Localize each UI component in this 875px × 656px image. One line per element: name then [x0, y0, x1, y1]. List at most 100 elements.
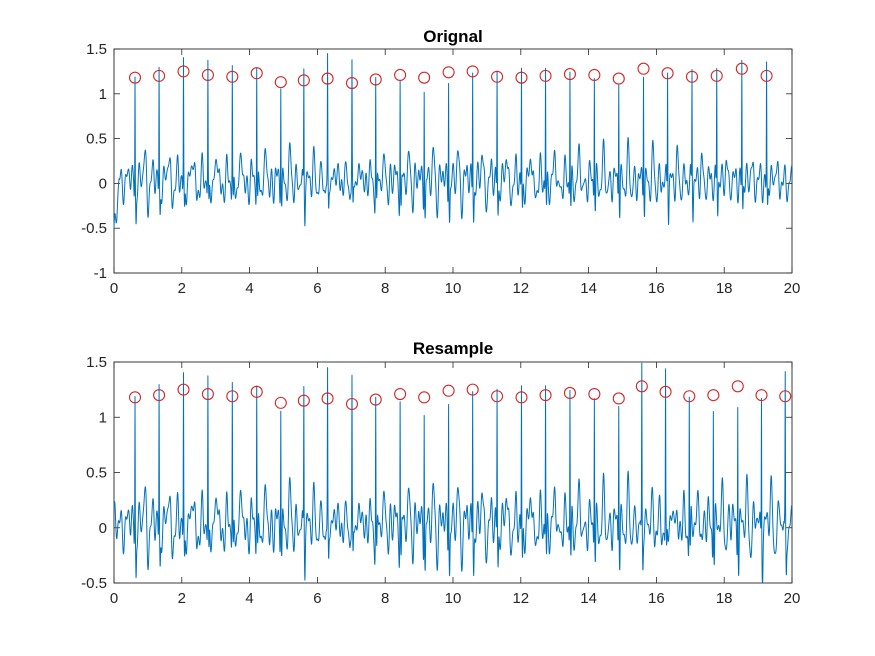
x-tick-label: 8 [381, 280, 389, 297]
peak-marker [755, 389, 768, 402]
y-tick-label: 0.5 [86, 131, 107, 148]
y-ticks-resample: -0.5 0 0.5 1 1.5 [81, 354, 792, 592]
x-tick-label: 4 [245, 590, 253, 607]
peak-marker [250, 67, 263, 80]
peak-marker [637, 62, 650, 75]
peak-marker [177, 65, 190, 78]
subplot-resample: Resample -0.500.511.5 0 2 4 6 8 10 12 14 16 18 20 [81, 339, 800, 607]
peak-marker [661, 67, 674, 80]
x-tick-label: 16 [648, 590, 665, 607]
y-tick-label: 1 [99, 409, 107, 426]
peak-marker [201, 387, 214, 401]
y-tick-label: 1.5 [86, 354, 107, 371]
x-tick-label: 14 [580, 590, 597, 607]
y-tick-label: 0 [99, 520, 107, 537]
peak-marker [635, 380, 648, 393]
peak-marker [418, 71, 431, 84]
peak-marker [588, 387, 601, 401]
peak-marker [153, 69, 166, 82]
peak-marker [588, 68, 601, 82]
peak-marker [226, 70, 239, 83]
peak-marker [274, 396, 287, 409]
peak-marker [321, 72, 334, 85]
peak-marker [321, 392, 334, 405]
peak-marker [491, 390, 504, 403]
peak-marker [442, 384, 455, 397]
y-tick-label: 0 [99, 175, 107, 192]
x-tick-label: 12 [512, 590, 529, 607]
signal-line-resample [113, 362, 793, 583]
peak-markers-original [128, 62, 773, 90]
peak-marker [369, 73, 382, 86]
peak-marker [515, 71, 528, 84]
peak-marker [442, 66, 455, 79]
peak-marker [369, 393, 382, 406]
peak-marker [128, 71, 142, 84]
x-tick-label: 6 [313, 280, 321, 297]
x-tick-label: 10 [445, 280, 462, 297]
x-ticks-original: 0 2 4 6 8 10 12 14 16 18 20 [110, 49, 801, 297]
signal-line-original [113, 53, 793, 229]
chart-title-original: Orignal [423, 27, 483, 46]
peak-marker [707, 389, 720, 402]
peak-marker [539, 69, 552, 82]
peak-marker [539, 389, 552, 402]
x-tick-label: 2 [178, 590, 186, 607]
x-tick-label: 4 [245, 280, 253, 297]
peak-marker [177, 383, 190, 396]
axes-box-resample [113, 361, 793, 584]
peak-marker [418, 391, 431, 404]
x-tick-label: 6 [313, 590, 321, 607]
peak-marker [515, 391, 528, 404]
peak-marker [760, 69, 773, 82]
peak-marker [201, 68, 214, 82]
x-tick-label: 0 [110, 590, 118, 607]
y-tick-label: -1 [94, 265, 107, 282]
peak-marker [659, 385, 672, 398]
x-tick-label: 20 [784, 590, 801, 607]
peak-marker [683, 390, 696, 403]
peak-marker [735, 62, 748, 75]
peak-marker [466, 383, 479, 396]
peak-marker [491, 70, 504, 83]
peak-marker [563, 386, 577, 399]
x-tick-label: 18 [716, 280, 733, 297]
peak-marker [128, 391, 142, 404]
subplot-original: Orignal -1 -0.5 0 0.5 1 1.5 0 2 4 6 8 10 12 14 16 18 20 [81, 27, 800, 297]
x-ticks-resample: 0 2 4 6 8 10 12 14 16 18 20 [110, 362, 801, 607]
chart-title-resample: Resample [413, 339, 493, 358]
x-tick-label: 14 [580, 280, 597, 297]
peak-marker [466, 65, 479, 78]
peak-marker [297, 74, 310, 87]
x-tick-label: 8 [381, 590, 389, 607]
peak-marker [731, 380, 744, 393]
x-tick-label: 12 [512, 280, 529, 297]
peak-marker [685, 70, 699, 83]
x-tick-label: 0 [110, 280, 118, 297]
x-tick-label: 16 [648, 280, 665, 297]
peak-markers-resample [128, 380, 792, 411]
peak-marker [345, 397, 359, 411]
peak-marker [226, 390, 239, 403]
y-tick-label: -0.5 [81, 575, 107, 592]
peak-marker [779, 390, 792, 403]
y-tick-label: 1 [99, 86, 107, 103]
peak-marker [345, 76, 359, 90]
peak-marker [612, 72, 625, 85]
peak-marker [274, 76, 287, 89]
x-tick-label: 2 [178, 280, 186, 297]
peak-marker [710, 69, 723, 82]
peak-marker [297, 394, 310, 407]
x-tick-label: 10 [445, 590, 462, 607]
y-ticks-original: -1 -0.5 0 0.5 1 1.5 [81, 41, 792, 282]
y-tick-label: 0.5 [86, 465, 107, 482]
y-tick-label: -0.5 [81, 220, 107, 237]
peak-marker [394, 68, 407, 82]
x-tick-label: 18 [716, 590, 733, 607]
x-tick-label: 20 [784, 280, 801, 297]
y-tick-label: 1.5 [86, 41, 107, 58]
peak-marker [612, 392, 625, 405]
peak-marker [153, 389, 166, 402]
peak-marker [394, 387, 407, 401]
